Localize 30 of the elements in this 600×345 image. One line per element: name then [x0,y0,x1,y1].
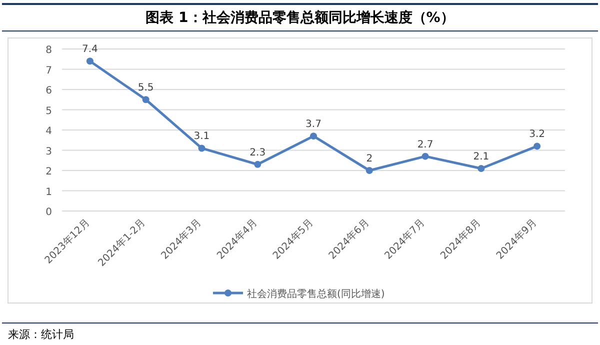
source-note: 来源：统计局 [8,328,74,341]
data-label: 5.5 [138,82,154,94]
y-tick-label: 0 [46,207,52,218]
data-label: 2.3 [250,147,266,158]
y-tick-label: 4 [46,126,52,137]
data-label: 7.4 [82,44,98,56]
point [254,160,262,168]
data-label: 2.7 [417,139,434,150]
y-tick-label: 1 [46,186,52,198]
y-tick-label: 3 [46,146,52,158]
point [478,164,485,172]
data-label: 3.2 [529,129,546,140]
data-label: 2.1 [473,151,490,162]
data-label: 3.1 [194,131,210,142]
data-label: 3.7 [306,119,322,130]
point [142,96,150,104]
y-tick-label: 2 [46,166,52,178]
y-tick-label: 7 [46,65,52,76]
point [86,58,94,65]
y-tick-label: 6 [46,86,52,96]
point [310,132,317,140]
point [366,167,373,174]
chart-title: 图表 1：社会消费品零售总额同比增长速度（%） [146,9,454,26]
legend-label: 社会消费品零售总额(同比增速) [247,288,385,300]
data-label: 2 [366,154,373,164]
y-tick-label: 8 [46,45,52,56]
point [198,144,206,152]
point [422,152,429,160]
y-tick-label: 5 [46,106,52,117]
point [534,142,541,150]
